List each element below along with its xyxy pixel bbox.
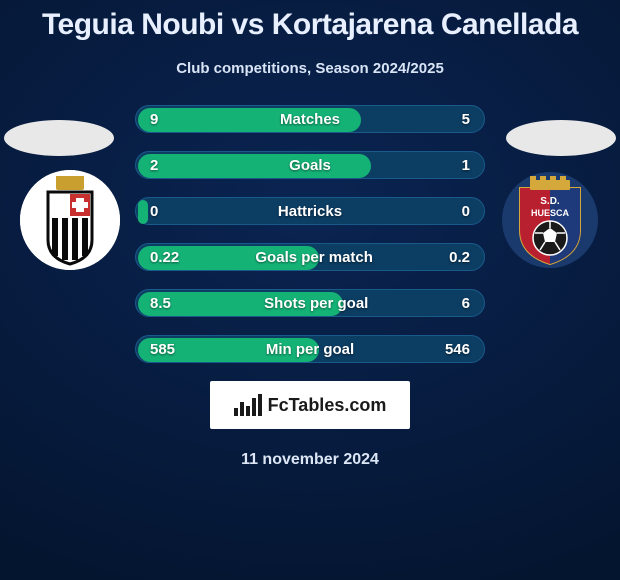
stat-value-right: 1 <box>462 157 470 174</box>
stat-label: Goals <box>158 157 461 174</box>
stat-value-right: 0 <box>462 203 470 220</box>
stat-label: Hattricks <box>158 203 461 220</box>
stat-row: 8.5Shots per goal6 <box>135 289 485 317</box>
club-badge-left <box>20 170 120 270</box>
stat-row: 9Matches5 <box>135 105 485 133</box>
stat-label: Shots per goal <box>171 295 462 312</box>
stat-value-right: 5 <box>462 111 470 128</box>
date-text: 11 november 2024 <box>0 451 620 469</box>
stats-list: 9Matches52Goals10Hattricks00.22Goals per… <box>135 105 485 363</box>
stat-row: 585Min per goal546 <box>135 335 485 363</box>
stat-row: 2Goals1 <box>135 151 485 179</box>
ascoli-crest-icon <box>20 170 120 270</box>
stat-label: Goals per match <box>179 249 449 266</box>
stat-value-right: 0.2 <box>449 249 470 266</box>
club-badge-right: S.D. HUESCA <box>500 170 600 270</box>
stat-label: Min per goal <box>175 341 445 358</box>
stat-value-left: 0 <box>150 203 158 220</box>
stat-value-left: 9 <box>150 111 158 128</box>
stat-row: 0.22Goals per match0.2 <box>135 243 485 271</box>
fctables-logo: FcTables.com <box>210 381 410 429</box>
stat-value-left: 8.5 <box>150 295 171 312</box>
country-flag-left <box>4 120 114 156</box>
stat-label: Matches <box>158 111 461 128</box>
chart-icon <box>234 394 262 416</box>
logo-text: FcTables.com <box>268 395 387 416</box>
stat-bar-fill <box>138 200 148 224</box>
stat-value-right: 546 <box>445 341 470 358</box>
stat-value-right: 6 <box>462 295 470 312</box>
stat-value-left: 2 <box>150 157 158 174</box>
svg-text:HUESCA: HUESCA <box>531 208 570 218</box>
stat-value-left: 0.22 <box>150 249 179 266</box>
country-flag-right <box>506 120 616 156</box>
svg-text:S.D.: S.D. <box>540 196 560 207</box>
page-title: Teguia Noubi vs Kortajarena Canellada <box>0 8 620 42</box>
subtitle: Club competitions, Season 2024/2025 <box>0 60 620 77</box>
comparison-container: Teguia Noubi vs Kortajarena Canellada Cl… <box>0 0 620 580</box>
stat-value-left: 585 <box>150 341 175 358</box>
huesca-crest-icon: S.D. HUESCA <box>500 170 600 270</box>
stat-row: 0Hattricks0 <box>135 197 485 225</box>
